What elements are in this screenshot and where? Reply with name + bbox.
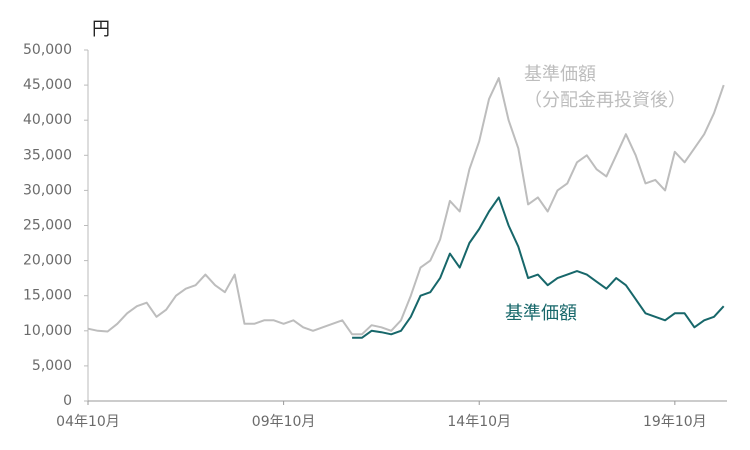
x-tick-label: 04年10月 <box>56 414 120 430</box>
series-label-text: 基準価額 <box>505 303 577 324</box>
y-tick-label: 30,000 <box>23 182 72 198</box>
series-label: 基準価額 （分配金再投資後） <box>524 64 686 111</box>
series-label: 基準価額 <box>505 303 577 324</box>
series-line <box>352 196 725 339</box>
y-tick-label: 10,000 <box>23 323 72 339</box>
y-tick-label: 50,000 <box>23 42 72 58</box>
x-tick-label: 09年10月 <box>252 414 316 430</box>
x-tick-label: 14年10月 <box>447 414 511 430</box>
y-tick-label: 5,000 <box>32 358 72 374</box>
series-label-text: 基準価額 （分配金再投資後） <box>524 64 686 111</box>
y-tick-label: 25,000 <box>23 218 72 234</box>
y-tick-label: 0 <box>63 393 72 409</box>
x-tick-label: 19年10月 <box>643 414 707 430</box>
series-line <box>87 77 725 336</box>
y-axis-label: 円 <box>92 19 110 40</box>
y-tick-label: 20,000 <box>23 253 72 269</box>
y-tick-label: 45,000 <box>23 77 72 93</box>
y-tick-label: 35,000 <box>23 147 72 163</box>
y-tick-label: 40,000 <box>23 112 72 128</box>
y-tick-label: 15,000 <box>23 288 72 304</box>
